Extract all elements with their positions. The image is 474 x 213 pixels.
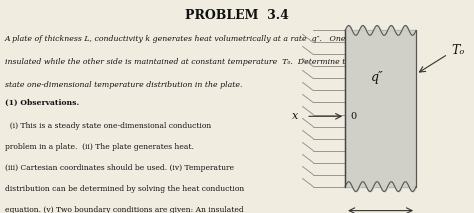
Text: insulated while the other side is maintained at constant temperature  Tₒ.  Deter: insulated while the other side is mainta… xyxy=(5,58,383,66)
Text: Tₒ: Tₒ xyxy=(452,44,465,57)
Text: distribution can be determined by solving the heat conduction: distribution can be determined by solvin… xyxy=(5,185,244,193)
Bar xyxy=(345,30,416,187)
Text: PROBLEM  3.4: PROBLEM 3.4 xyxy=(185,9,289,22)
Text: (1) Observations.: (1) Observations. xyxy=(5,98,79,106)
Text: (i) This is a steady state one-dimensional conduction: (i) This is a steady state one-dimension… xyxy=(5,121,211,130)
Text: equation. (v) Two boundary conditions are given: An insulated: equation. (v) Two boundary conditions ar… xyxy=(5,206,244,213)
Text: q″: q″ xyxy=(371,71,383,84)
Text: (iii) Cartesian coordinates should be used. (iv) Temperature: (iii) Cartesian coordinates should be us… xyxy=(5,164,234,171)
Text: A plate of thickness L, conductivity k generates heat volumetrically at a rate  : A plate of thickness L, conductivity k g… xyxy=(5,35,374,43)
Text: 0: 0 xyxy=(350,112,356,121)
Text: x: x xyxy=(292,111,299,121)
Text: state one-dimensional temperature distribution in the plate.: state one-dimensional temperature distri… xyxy=(5,81,242,89)
Text: problem in a plate.  (ii) The plate generates heat.: problem in a plate. (ii) The plate gener… xyxy=(5,142,193,151)
